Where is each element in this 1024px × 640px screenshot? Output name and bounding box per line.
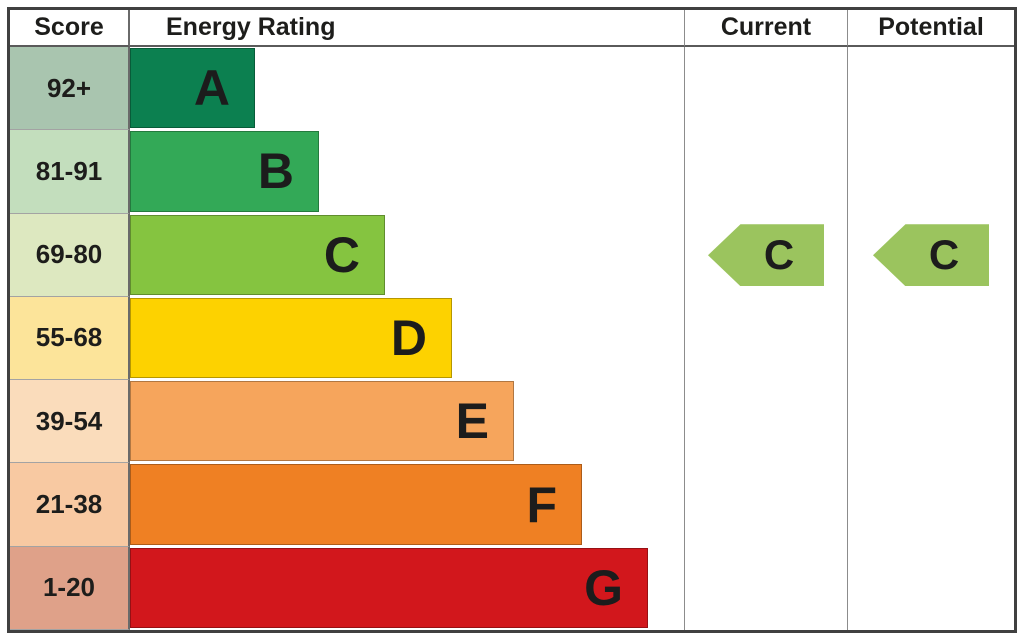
current-cell-e xyxy=(684,380,847,464)
band-letter-b: B xyxy=(257,143,294,200)
current-rating-value: C xyxy=(763,231,795,279)
potential-cell-d xyxy=(847,296,1014,381)
score-range-g: 1-20 xyxy=(10,546,130,630)
band-letter-d: D xyxy=(390,309,427,366)
band-row-d: D xyxy=(130,296,684,381)
current-cell-a xyxy=(684,47,847,131)
potential-rating-arrow: C xyxy=(873,224,989,287)
band-row-f: F xyxy=(130,463,684,547)
band-bar-a: A xyxy=(130,48,255,129)
band-bar-b: B xyxy=(130,131,319,212)
potential-cell-e xyxy=(847,380,1014,464)
band-letter-g: G xyxy=(584,559,623,616)
band-bar-d: D xyxy=(130,297,452,379)
current-cell-f xyxy=(684,463,847,547)
potential-cell-f xyxy=(847,463,1014,547)
potential-cell-a xyxy=(847,47,1014,131)
score-range-f: 21-38 xyxy=(10,463,130,547)
band-row-g: G xyxy=(130,546,684,630)
score-range-d: 55-68 xyxy=(10,296,130,381)
potential-rating-value: C xyxy=(928,231,960,279)
score-range-e: 39-54 xyxy=(10,380,130,464)
potential-cell-c: C xyxy=(847,213,1014,297)
band-bar-f: F xyxy=(130,464,582,545)
band-row-b: B xyxy=(130,130,684,214)
band-letter-a: A xyxy=(193,60,230,117)
band-letter-f: F xyxy=(526,476,557,533)
band-bar-e: E xyxy=(130,381,514,462)
band-row-e: E xyxy=(130,380,684,464)
score-range-b: 81-91 xyxy=(10,130,130,214)
current-rating-arrow: C xyxy=(708,224,824,287)
band-row-a: A xyxy=(130,47,684,131)
potential-cell-b xyxy=(847,130,1014,214)
epc-energy-rating-chart: Score Energy Rating Current Potential 92… xyxy=(7,7,1017,633)
band-bar-g: G xyxy=(130,547,648,628)
score-range-c: 69-80 xyxy=(10,213,130,297)
energy-rating-column-header: Energy Rating xyxy=(130,10,684,47)
band-letter-c: C xyxy=(323,226,360,283)
current-cell-d xyxy=(684,296,847,381)
current-cell-c: C xyxy=(684,213,847,297)
band-row-c: C xyxy=(130,213,684,297)
band-letter-e: E xyxy=(455,393,489,450)
band-bar-c: C xyxy=(130,214,385,295)
current-cell-b xyxy=(684,130,847,214)
score-range-a: 92+ xyxy=(10,47,130,131)
current-column-header: Current xyxy=(684,10,847,47)
potential-cell-g xyxy=(847,546,1014,630)
current-cell-g xyxy=(684,546,847,630)
score-column-header: Score xyxy=(10,10,130,47)
potential-column-header: Potential xyxy=(847,10,1014,47)
